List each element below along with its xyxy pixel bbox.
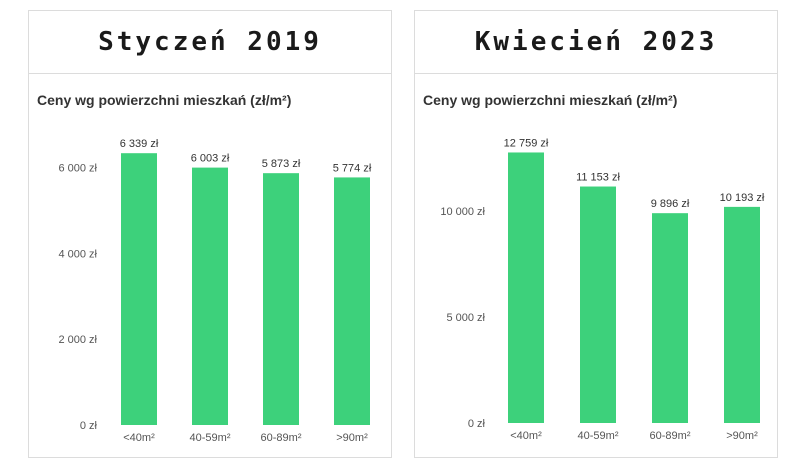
chart-title: Ceny wg powierzchni mieszkań (zł/m²) xyxy=(37,92,291,108)
bar xyxy=(121,153,157,426)
bar xyxy=(334,177,370,425)
data-label: 6 339 zł xyxy=(120,138,159,150)
chart-title: Ceny wg powierzchni mieszkań (zł/m²) xyxy=(423,92,677,108)
data-label: 12 759 zł xyxy=(504,137,549,149)
category-label: 60-89m² xyxy=(650,430,691,442)
y-tick-label: 6 000 zł xyxy=(58,163,97,175)
y-tick-label: 4 000 zł xyxy=(58,248,97,260)
bar xyxy=(724,206,760,423)
y-tick-label: 0 zł xyxy=(80,420,98,432)
bar xyxy=(508,152,544,423)
data-label: 6 003 zł xyxy=(191,153,230,165)
bar xyxy=(652,213,688,423)
category-label: <40m² xyxy=(123,432,155,444)
data-label: 5 774 zł xyxy=(333,162,372,174)
y-tick-label: 0 zł xyxy=(468,418,486,430)
y-tick-label: 5 000 zł xyxy=(446,312,485,324)
bar xyxy=(580,186,616,423)
data-label: 5 873 zł xyxy=(262,158,301,170)
category-label: 40-59m² xyxy=(190,432,231,444)
panel-title: Kwiecień 2023 xyxy=(415,11,777,74)
bar xyxy=(192,167,228,425)
data-label: 11 153 zł xyxy=(576,172,620,184)
data-label: 9 896 zł xyxy=(651,198,690,210)
bar-chart-2023: Ceny wg powierzchni mieszkań (zł/m²) 0 zł… xyxy=(423,92,765,442)
category-label: 40-59m² xyxy=(578,430,619,442)
category-label: 60-89m² xyxy=(261,432,302,444)
bar xyxy=(263,173,299,425)
y-tick-label: 10 000 zł xyxy=(440,206,485,218)
category-label: >90m² xyxy=(336,432,368,444)
y-tick-label: 2 000 zł xyxy=(58,334,97,346)
category-label: >90m² xyxy=(726,430,758,442)
chart-panel-2019: Styczeń 2019 Ceny wg powierzchni mieszka… xyxy=(28,10,392,458)
bar-chart-2019: Ceny wg powierzchni mieszkań (zł/m²) 0 zł… xyxy=(37,92,372,444)
category-label: <40m² xyxy=(510,430,542,442)
panel-title: Styczeń 2019 xyxy=(29,11,391,74)
chart-panel-2023: Kwiecień 2023 Ceny wg powierzchni mieszk… xyxy=(414,10,778,458)
data-label: 10 193 zł xyxy=(720,192,765,204)
